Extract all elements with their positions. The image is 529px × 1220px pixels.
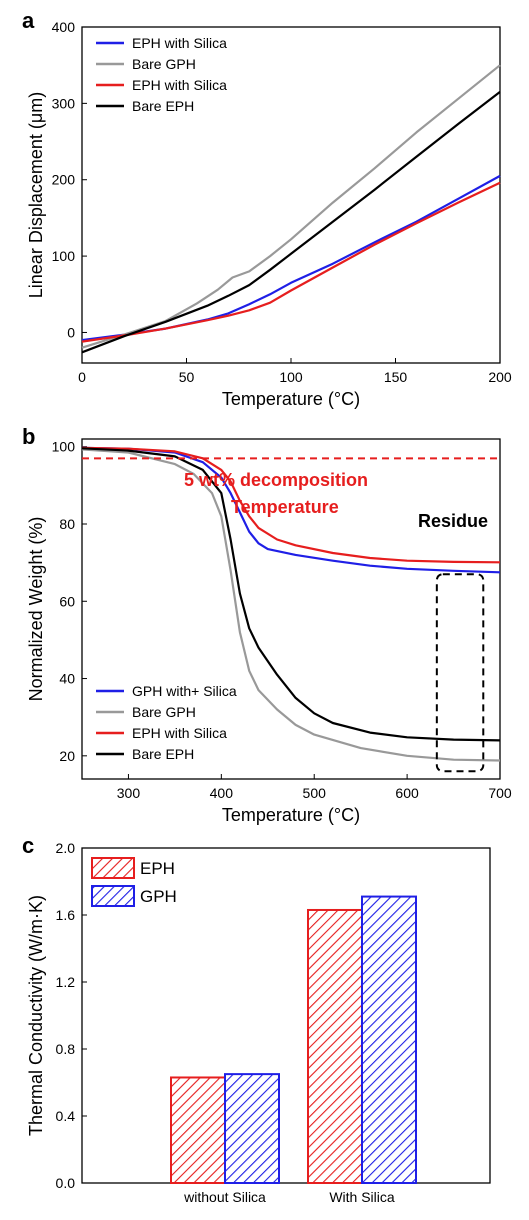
series-line	[81, 91, 501, 354]
legend-label: Bare GPH	[132, 704, 196, 720]
y-tick-label: 0.4	[56, 1108, 76, 1124]
y-tick-label: 100	[52, 248, 76, 264]
x-tick-label: without Silica	[183, 1189, 266, 1205]
series-line	[81, 447, 501, 742]
y-tick-label: 2.0	[56, 840, 76, 856]
annotation-temperature: Temperature	[231, 497, 339, 517]
x-tick-label: 200	[488, 369, 512, 385]
panel-label: c	[22, 833, 34, 858]
legend-label: GPH	[140, 887, 177, 906]
x-tick-label: 150	[384, 369, 408, 385]
series-line	[81, 64, 501, 349]
y-axis-label: Linear Displacement (μm)	[26, 92, 46, 298]
panel-b: 300 400 500 600 700 20 40 60 80 100 Temperature (°…	[22, 424, 512, 825]
x-tick-label: 300	[117, 785, 141, 801]
series-line	[81, 446, 501, 574]
legend-label: Bare GPH	[132, 56, 196, 72]
y-axis-label: Thermal Conductivity (W/m·K)	[26, 895, 46, 1136]
annotation-residue: Residue	[418, 511, 488, 531]
legend-label: Bare EPH	[132, 746, 194, 762]
legend-label: EPH	[140, 859, 175, 878]
legend-label: GPH with+ Silica	[132, 683, 237, 699]
x-axis-label: Temperature (°C)	[222, 389, 360, 409]
x-tick-label: 0	[78, 369, 86, 385]
y-tick-label: 1.2	[56, 974, 76, 990]
plot-frame	[81, 847, 491, 1184]
series-line	[81, 174, 501, 342]
panel-label: b	[22, 424, 35, 449]
y-tick-label: 20	[59, 748, 75, 764]
y-axis-label: Normalized Weight (%)	[26, 517, 46, 702]
x-tick-label: 600	[395, 785, 419, 801]
series-line	[81, 181, 501, 343]
x-axis-label: Temperature (°C)	[222, 805, 360, 825]
series-line	[81, 446, 501, 564]
y-tick-label: 0.0	[56, 1175, 76, 1191]
x-tick-label: 400	[210, 785, 234, 801]
x-tick-label: 500	[303, 785, 327, 801]
series-line	[81, 448, 501, 762]
panel-c: 0.0 0.4 0.8 1.2 1.6 2.0 without Silica With Sil…	[22, 833, 491, 1205]
bar	[361, 895, 417, 1184]
bar	[224, 1073, 280, 1184]
x-tick-label: 50	[179, 369, 195, 385]
legend-label: Bare EPH	[132, 98, 194, 114]
y-tick-label: 400	[52, 19, 76, 35]
residue-box	[435, 573, 485, 773]
x-tick-label: 100	[279, 369, 303, 385]
y-tick-label: 40	[59, 671, 75, 687]
legend-label: EPH with Silica	[132, 35, 227, 51]
bar	[170, 1076, 226, 1184]
plot-frame	[81, 438, 501, 780]
legend-label: EPH with Silica	[132, 725, 227, 741]
y-tick-label: 80	[59, 516, 75, 532]
y-tick-label: 1.6	[56, 907, 76, 923]
x-tick-label: 700	[488, 785, 512, 801]
y-tick-label: 60	[59, 593, 75, 609]
legend-swatch	[91, 857, 135, 879]
y-tick-label: 100	[52, 439, 76, 455]
annotation-decomposition: 5 wt% decomposition	[184, 470, 368, 490]
panel-a: 0 50 100 150 200 0 100 200 300 400 Temperature (°C…	[22, 8, 512, 409]
y-tick-label: 0	[67, 324, 75, 340]
x-tick-label: With Silica	[329, 1189, 395, 1205]
y-tick-label: 300	[52, 95, 76, 111]
legend-label: EPH with Silica	[132, 77, 227, 93]
panel-label: a	[22, 8, 35, 33]
y-tick-label: 0.8	[56, 1041, 76, 1057]
legend-swatch	[91, 885, 135, 907]
bar	[307, 908, 363, 1184]
y-tick-label: 200	[52, 172, 76, 188]
